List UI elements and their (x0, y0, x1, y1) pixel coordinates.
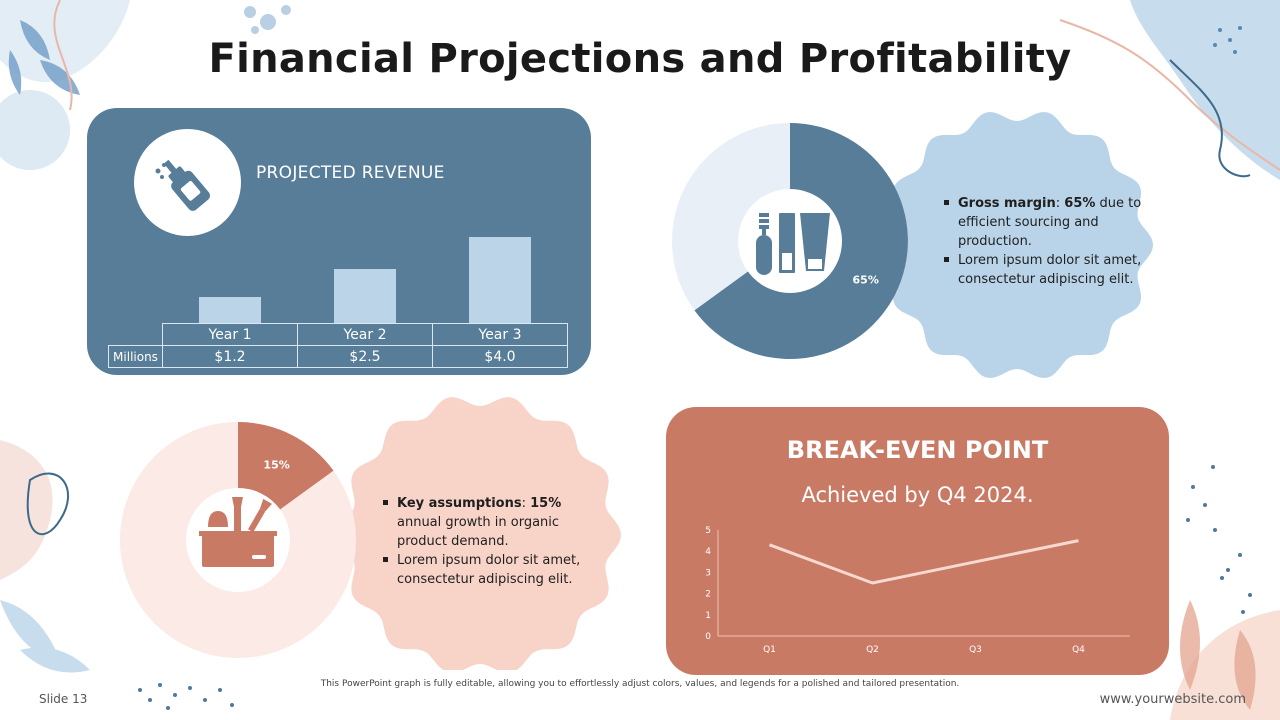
y-tick-label: 1 (705, 611, 711, 621)
key-assumptions-chart: 15% (120, 397, 621, 670)
scalloped-bubble (881, 112, 1153, 378)
footer-note: This PowerPoint graph is fully editable,… (320, 679, 960, 689)
makeup-kit-brushes-icon (199, 497, 277, 567)
donut-pct-label: 65% (853, 274, 879, 287)
revenue-year-label: Year 2 (297, 323, 433, 346)
revenue-value: $1.2 (162, 345, 298, 368)
breakeven-subtitle: Achieved by Q4 2024. (801, 483, 1034, 507)
revenue-year-label: Year 1 (162, 323, 298, 346)
page-title: Financial Projections and Profitability (208, 36, 1072, 82)
revenue-icon-badge (134, 129, 241, 236)
y-tick-label: 0 (705, 632, 711, 642)
breakeven-series-line (768, 539, 1079, 585)
breakeven-line-chart: 0 1 2 3 4 5 Q1 Q2 Q3 Q4 (705, 526, 1130, 655)
website-link[interactable]: www.yourwebsite.com (1099, 692, 1246, 707)
key-assumptions-notes: Key assumptions: 15% annual growth in or… (381, 494, 606, 589)
revenue-label: PROJECTED REVENUE (256, 163, 445, 183)
x-tick-label: Q1 (763, 645, 776, 655)
cosmetics-mascara-tube-icon (756, 213, 830, 275)
y-tick-label: 4 (705, 547, 711, 557)
revenue-table: Year 1 Year 2 Year 3 Millions $1.2 $2.5 … (108, 323, 568, 368)
y-tick-label: 3 (705, 568, 711, 578)
bottle-dropper-icon (155, 159, 211, 211)
gross-margin-chart: 65% (672, 112, 1153, 378)
revenue-year-label: Year 3 (432, 323, 568, 346)
breakeven-card (666, 407, 1169, 675)
list-item: Lorem ipsum dolor sit amet, consectetur … (381, 551, 606, 589)
x-tick-label: Q4 (1072, 645, 1085, 655)
scalloped-bubble (339, 397, 621, 670)
x-tick-label: Q2 (866, 645, 879, 655)
revenue-bar-year-1 (199, 297, 261, 323)
donut-pct-label: 15% (263, 458, 289, 471)
y-tick-label: 5 (705, 526, 711, 536)
revenue-bar-year-2 (334, 269, 396, 323)
revenue-row-header: Millions (108, 345, 163, 368)
gross-margin-notes: Gross margin: 65% due to efficient sourc… (942, 194, 1142, 289)
revenue-value: $2.5 (297, 345, 433, 368)
y-tick-label: 2 (705, 590, 711, 600)
revenue-bar-year-3 (469, 237, 531, 323)
x-tick-label: Q3 (969, 645, 982, 655)
list-item: Key assumptions: 15% annual growth in or… (381, 494, 606, 551)
revenue-value: $4.0 (432, 345, 568, 368)
slide-number: Slide 13 (39, 692, 88, 706)
list-item: Lorem ipsum dolor sit amet, consectetur … (942, 251, 1142, 289)
list-item: Gross margin: 65% due to efficient sourc… (942, 194, 1142, 251)
breakeven-title: BREAK-EVEN POINT (786, 436, 1049, 464)
